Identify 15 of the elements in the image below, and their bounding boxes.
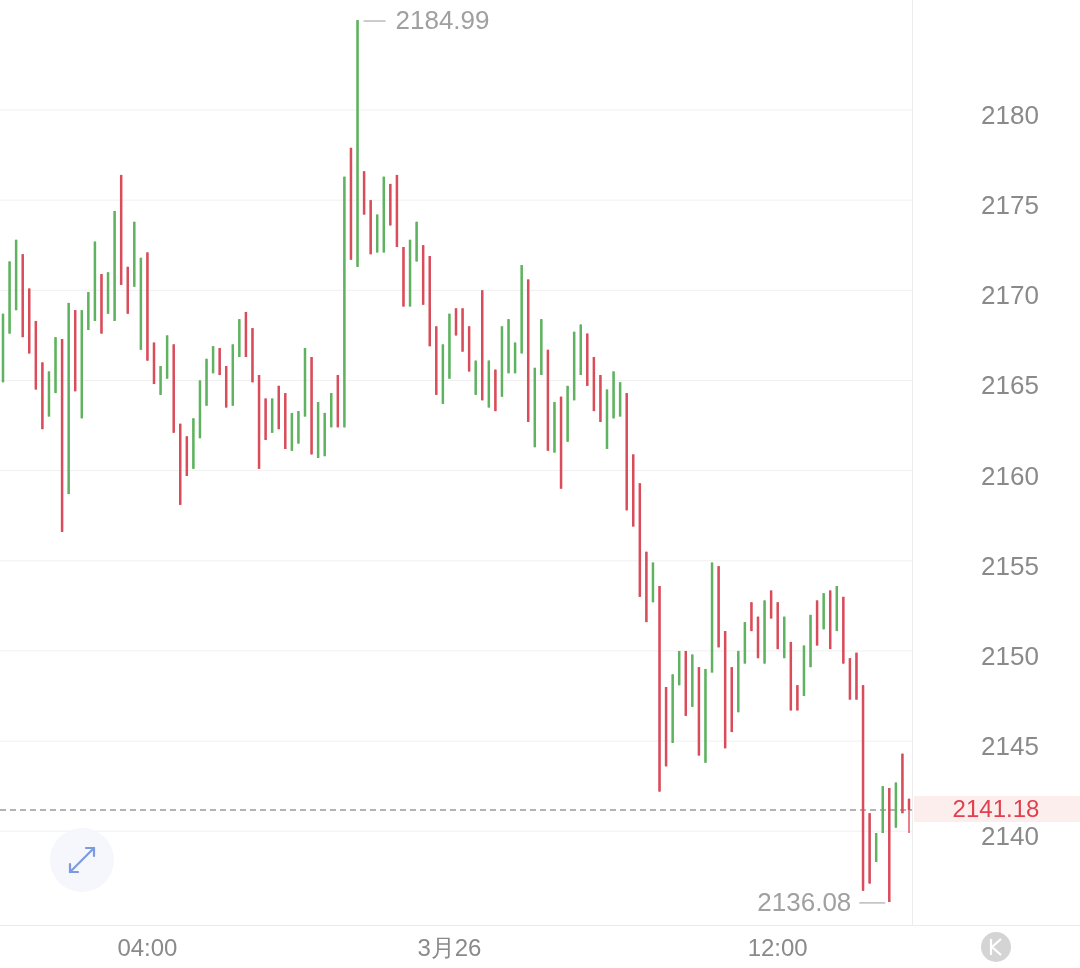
y-tick-label: 2140 (981, 821, 1039, 852)
y-tick-label: 2175 (981, 190, 1039, 221)
y-tick-label: 2155 (981, 550, 1039, 581)
x-tick-label: 3月26 (417, 933, 482, 961)
x-tick-label: 12:00 (747, 933, 808, 961)
y-tick-label: 2150 (981, 640, 1039, 671)
y-tick-label: 2145 (981, 731, 1039, 762)
annotation: 2136.08 (757, 886, 852, 917)
ref-line-label: 2141.18 (952, 795, 1040, 823)
y-tick-label: 2160 (981, 460, 1039, 491)
y-tick-label: 2170 (981, 280, 1039, 311)
annotation: 2184.99 (395, 5, 490, 36)
x-tick-label: 04:00 (117, 933, 178, 961)
y-tick-label: 2180 (981, 99, 1039, 130)
y-tick-label: 2165 (981, 370, 1039, 401)
